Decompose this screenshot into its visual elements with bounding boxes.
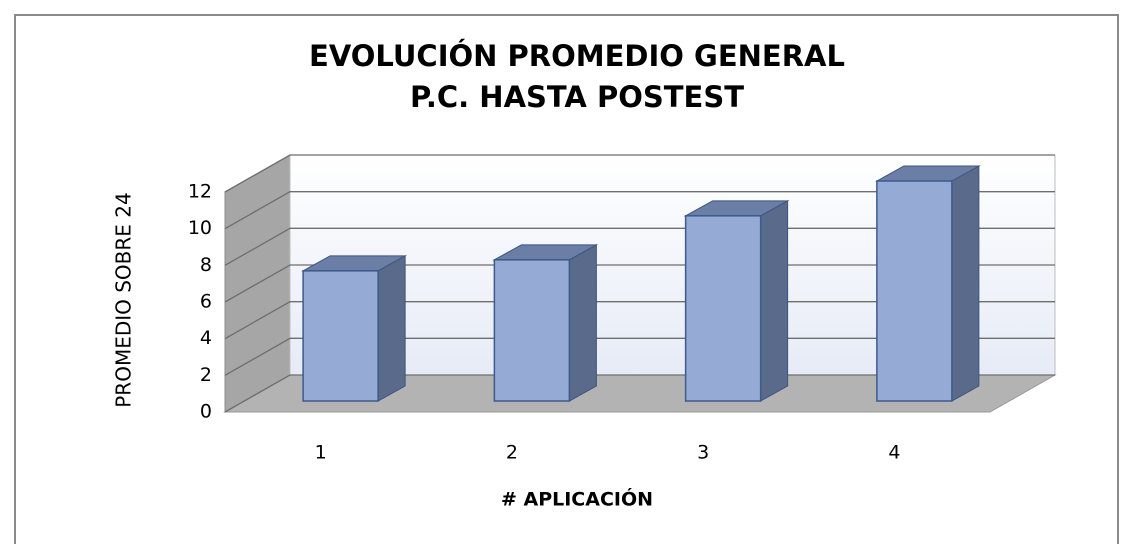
bar — [493, 259, 571, 402]
frame — [14, 14, 1119, 544]
bar-side — [377, 254, 406, 402]
grid-line — [224, 191, 1055, 230]
y-tick-label: 4 — [200, 327, 212, 349]
x-tick-label: 1 — [315, 442, 327, 464]
chart-title: P.C. HASTA POSTEST — [410, 80, 744, 114]
grid-line — [224, 154, 1055, 193]
y-tick-label: 2 — [200, 364, 212, 386]
bar — [876, 180, 953, 402]
y-tick-label: 10 — [188, 217, 212, 239]
x-tick-label: 4 — [888, 442, 900, 464]
y-axis-label: PROMEDIO SOBRE 24 — [112, 192, 136, 408]
grid-line — [224, 337, 1055, 376]
bar-side — [568, 243, 597, 402]
grid-line — [224, 374, 1055, 413]
grid-line — [224, 227, 1055, 266]
bar — [302, 270, 379, 402]
y-tick-label: 6 — [200, 291, 212, 313]
grid-line — [224, 264, 1055, 303]
y-tick-label: 0 — [200, 401, 212, 423]
x-tick-label: 2 — [506, 442, 518, 464]
bar-side — [760, 199, 789, 402]
bar — [684, 215, 762, 402]
x-axis-label: # APLICACIÓN — [501, 487, 653, 511]
bar-side — [951, 165, 980, 402]
y-tick-label: 12 — [188, 181, 212, 203]
chart-title: EVOLUCIÓN PROMEDIO GENERAL — [309, 39, 845, 73]
y-tick-label: 8 — [200, 254, 212, 276]
grid-line — [224, 301, 1055, 340]
x-tick-label: 3 — [697, 442, 709, 464]
